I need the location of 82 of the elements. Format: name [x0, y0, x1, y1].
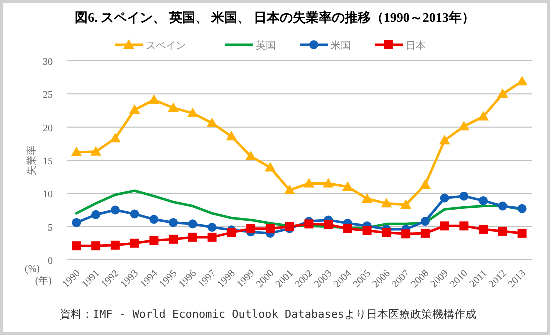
x-tick-label: 1991 [80, 268, 102, 290]
point [71, 147, 82, 157]
point [266, 224, 275, 234]
point [304, 220, 314, 229]
point [362, 193, 373, 203]
chart-title: 図6. スペイン、 英国、 米国、 日本の失業率の推移（1990～2013年） [75, 10, 475, 25]
legend-label: 日本 [406, 40, 426, 52]
text: (%) [25, 264, 40, 275]
point [246, 151, 257, 161]
point [129, 104, 140, 114]
y-tick-label: 30 [43, 57, 53, 68]
point [206, 118, 218, 128]
point [130, 210, 140, 219]
point [304, 178, 315, 188]
point [72, 242, 82, 251]
point [518, 204, 527, 214]
point [479, 196, 488, 206]
point [150, 236, 159, 246]
point [498, 202, 508, 211]
point [402, 230, 411, 239]
y-tick-label: 20 [43, 123, 53, 134]
point [516, 76, 528, 86]
point [518, 228, 527, 238]
y-axis-title: 失業率 [26, 146, 38, 176]
legend-label: 米国 [331, 40, 351, 52]
y-tick-label: 10 [43, 190, 53, 201]
point [130, 238, 140, 248]
point [362, 226, 372, 236]
point [264, 162, 276, 172]
point [72, 218, 82, 228]
point [440, 194, 450, 203]
y-tick-label: 15 [43, 156, 53, 168]
point [246, 224, 256, 234]
point [400, 199, 412, 209]
y-tick-label: 5 [48, 222, 53, 234]
point [90, 146, 102, 156]
point [187, 108, 198, 118]
point [420, 217, 430, 226]
point [323, 178, 334, 188]
legend-label: 英国 [256, 40, 276, 52]
point [227, 228, 236, 238]
point [92, 242, 101, 251]
point [343, 224, 352, 234]
point [168, 102, 180, 112]
point [208, 232, 217, 242]
point [498, 226, 508, 236]
legend-label: スペイン [146, 41, 186, 52]
point [110, 206, 120, 215]
point [381, 198, 392, 208]
point [169, 234, 178, 244]
x-tick-label: 1990 [60, 268, 83, 290]
point [208, 222, 217, 232]
point [440, 222, 450, 231]
point [460, 192, 469, 201]
point [150, 215, 159, 224]
point [460, 222, 469, 231]
point [284, 184, 296, 194]
point [110, 133, 121, 143]
x-axis-title: (年) [35, 275, 52, 287]
y-tick-label: 25 [43, 90, 53, 102]
point [92, 210, 101, 220]
y-tick-label: 0 [48, 256, 53, 267]
point [188, 220, 198, 229]
point [342, 182, 354, 192]
point [110, 240, 120, 250]
point [188, 232, 198, 242]
point [382, 228, 392, 238]
point [478, 111, 490, 121]
x-tick-label: 1999 [235, 268, 258, 290]
point [226, 131, 238, 141]
x-tick-label: 2011 [468, 268, 490, 290]
x-tick-label: 1992 [100, 268, 122, 290]
point [169, 218, 178, 228]
point [420, 228, 430, 238]
point [458, 121, 470, 131]
text: 資料：IMF - World Economic Outlook Databasesより日本医療政策機構作成 [60, 308, 477, 321]
point [324, 220, 334, 230]
point [479, 224, 488, 234]
point [420, 180, 431, 190]
point [148, 94, 160, 104]
point [497, 88, 508, 98]
point [439, 135, 450, 145]
